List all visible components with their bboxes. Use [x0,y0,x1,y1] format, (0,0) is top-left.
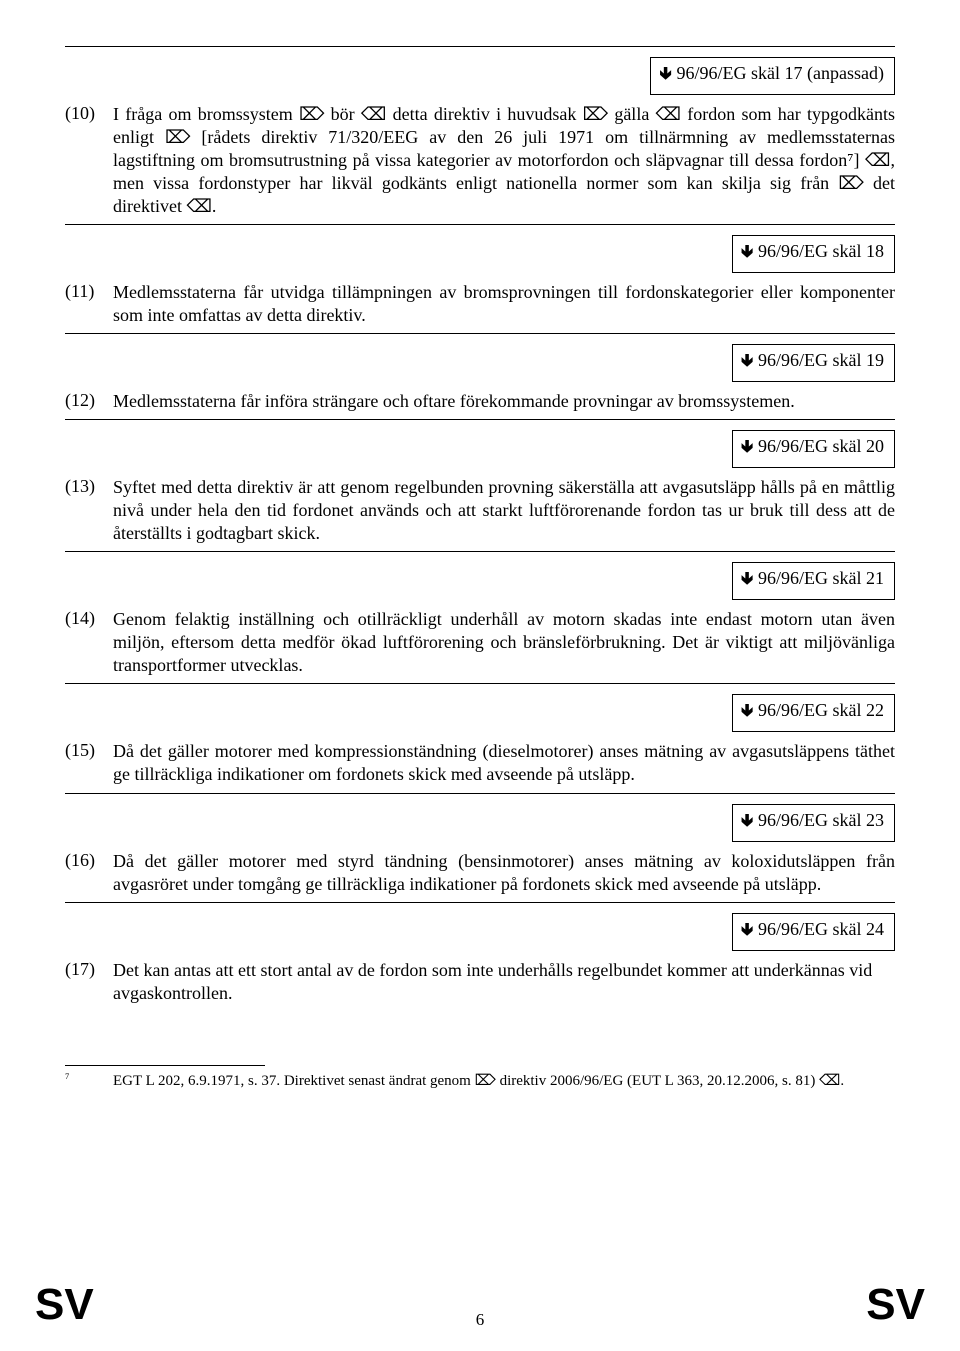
marker-row: 🢃 96/96/EG skäl 17 (anpassad) [65,57,895,103]
recital-text: Då det gäller motorer med styrd tändning… [113,850,895,896]
marker-row: 🢃 96/96/EG skäl 19 [65,344,895,390]
marker-row: 🢃 96/96/EG skäl 18 [65,235,895,281]
recital-number: (11) [65,281,113,302]
recital-text: I fråga om bromssystem ⌦ bör ⌫ detta dir… [113,103,895,218]
recital-entry: (17) Det kan antas att ett stort antal a… [65,959,895,1005]
footnote-mark: 7 [65,1072,113,1088]
divider [65,224,895,225]
recital-number: (15) [65,740,113,761]
divider [65,46,895,47]
recital-entry: (15) Då det gäller motorer med kompressi… [65,740,895,786]
recital-number: (10) [65,103,113,124]
recital-text: Det kan antas att ett stort antal av de … [113,959,895,1005]
footer-page-number: 6 [476,1310,485,1330]
marker-row: 🢃 96/96/EG skäl 23 [65,804,895,850]
divider [65,793,895,794]
recital-text: Medlemsstaterna får införa strängare och… [113,390,895,413]
page-content: 🢃 96/96/EG skäl 17 (anpassad) (10) I frå… [0,0,960,1280]
footer-left: SV [35,1280,94,1330]
recital-entry: (11) Medlemsstaterna får utvidga tillämp… [65,281,895,327]
source-marker: 🢃 96/96/EG skäl 18 [732,235,895,273]
recital-text: Då det gäller motorer med kompressionstä… [113,740,895,786]
footnote: 7 EGT L 202, 6.9.1971, s. 37. Direktivet… [65,1072,895,1091]
divider [65,551,895,552]
divider [65,419,895,420]
footnote-text: EGT L 202, 6.9.1971, s. 37. Direktivet s… [113,1072,895,1091]
recital-entry: (13) Syftet med detta direktiv är att ge… [65,476,895,545]
source-marker: 🢃 96/96/EG skäl 23 [732,804,895,842]
footer-right: SV [866,1280,925,1330]
source-marker: 🢃 96/96/EG skäl 24 [732,913,895,951]
recital-number: (12) [65,390,113,411]
source-marker: 🢃 96/96/EG skäl 19 [732,344,895,382]
source-marker: 🢃 96/96/EG skäl 21 [732,562,895,600]
divider [65,333,895,334]
recital-entry: (12) Medlemsstaterna får införa strängar… [65,390,895,413]
recital-text: Genom felaktig inställning och otillräck… [113,608,895,677]
marker-row: 🢃 96/96/EG skäl 21 [65,562,895,608]
page-footer: SV 6 SV [0,1280,960,1350]
recital-number: (14) [65,608,113,629]
recital-number: (17) [65,959,113,980]
divider [65,902,895,903]
marker-row: 🢃 96/96/EG skäl 20 [65,430,895,476]
recital-number: (16) [65,850,113,871]
divider [65,683,895,684]
recital-text: Syftet med detta direktiv är att genom r… [113,476,895,545]
marker-row: 🢃 96/96/EG skäl 24 [65,913,895,959]
source-marker: 🢃 96/96/EG skäl 22 [732,694,895,732]
recital-entry: (10) I fråga om bromssystem ⌦ bör ⌫ dett… [65,103,895,218]
recital-entry: (14) Genom felaktig inställning och otil… [65,608,895,677]
footnote-separator [65,1065,265,1066]
recital-number: (13) [65,476,113,497]
recital-text: Medlemsstaterna får utvidga tillämpninge… [113,281,895,327]
source-marker: 🢃 96/96/EG skäl 20 [732,430,895,468]
recital-entry: (16) Då det gäller motorer med styrd tän… [65,850,895,896]
marker-row: 🢃 96/96/EG skäl 22 [65,694,895,740]
source-marker: 🢃 96/96/EG skäl 17 (anpassad) [650,57,895,95]
